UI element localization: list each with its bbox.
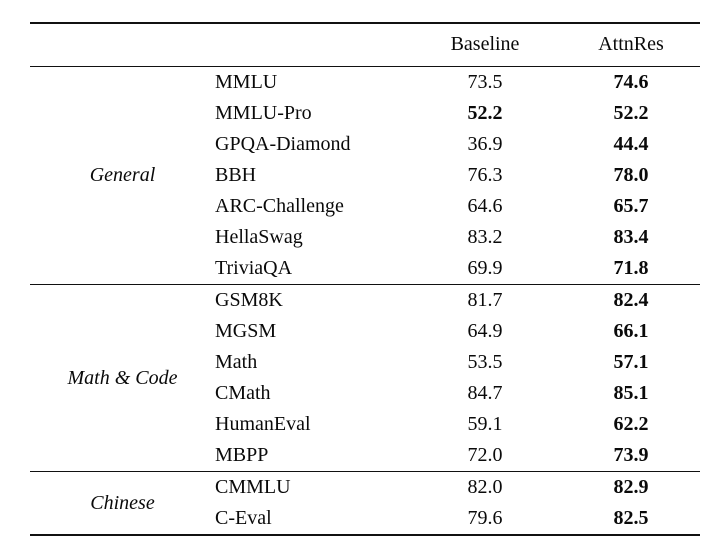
benchmark-name: C-Eval — [215, 507, 272, 529]
attnres-value: 62.2 — [613, 413, 649, 435]
benchmark-name: MMLU-Pro — [215, 102, 312, 124]
attnres-value: 74.6 — [613, 71, 649, 93]
header-category-spacer — [30, 23, 215, 67]
header-row: Baseline AttnRes — [30, 23, 700, 67]
table-row: MGSM 64.9 66.1 — [30, 316, 700, 347]
table-row: MMLU-Pro 52.2 52.2 — [30, 98, 700, 129]
baseline-value: 81.7 — [467, 289, 503, 311]
baseline-value: 64.6 — [467, 195, 503, 217]
results-table: Baseline AttnRes General MMLU 73.5 74.6 … — [30, 22, 700, 536]
benchmark-name: MBPP — [215, 444, 269, 466]
attnres-value: 71.8 — [613, 257, 649, 279]
attnres-value: 52.2 — [613, 102, 649, 124]
attnres-value: 82.5 — [613, 507, 649, 529]
benchmark-name: HumanEval — [215, 413, 311, 435]
table-row: MBPP 72.0 73.9 — [30, 440, 700, 472]
table-row: General MMLU 73.5 74.6 — [30, 67, 700, 186]
section-chinese: Chinese CMMLU 82.0 82.9 C-Eval 79.6 82.5 — [30, 471, 700, 536]
table-header: Baseline AttnRes — [30, 23, 700, 67]
baseline-value: 69.9 — [467, 257, 503, 279]
section-math-code: Math & Code GSM8K 81.7 82.4 MGSM 64.9 66… — [30, 284, 700, 472]
benchmark-name: TriviaQA — [215, 257, 293, 279]
attnres-value: 85.1 — [613, 382, 649, 404]
section-general: General MMLU 73.5 74.6 MMLU-Pro 52.2 52.… — [30, 67, 700, 285]
attnres-value: 83.4 — [613, 226, 649, 248]
baseline-value: 79.6 — [467, 507, 503, 529]
table-row: HumanEval 59.1 62.2 — [30, 409, 700, 440]
baseline-value: 72.0 — [467, 444, 503, 466]
attnres-value: 82.9 — [613, 476, 649, 498]
baseline-value: 53.5 — [467, 351, 503, 373]
attnres-value: 44.4 — [613, 133, 649, 155]
baseline-value: 36.9 — [467, 133, 503, 155]
benchmark-name: MGSM — [215, 320, 277, 342]
baseline-value: 82.0 — [467, 476, 503, 498]
category-label-general: General — [89, 164, 156, 186]
table-row: BBH 76.3 78.0 — [30, 160, 700, 191]
benchmark-name: BBH — [215, 164, 257, 186]
table-row: CMath 84.7 85.1 — [30, 378, 700, 409]
attnres-value: 65.7 — [613, 195, 649, 217]
baseline-value: 73.5 — [467, 71, 503, 93]
table-row: GPQA-Diamond 36.9 44.4 — [30, 129, 700, 160]
benchmark-name: CMMLU — [215, 476, 291, 498]
benchmark-name: GPQA-Diamond — [215, 133, 351, 155]
attnres-value: 73.9 — [613, 444, 649, 466]
benchmark-name: Math — [215, 351, 258, 373]
benchmark-name: CMath — [215, 382, 271, 404]
baseline-value: 84.7 — [467, 382, 503, 404]
category-label-chinese: Chinese — [90, 491, 155, 514]
benchmark-name: HellaSwag — [215, 226, 303, 248]
table-row: HellaSwag 83.2 83.4 — [30, 222, 700, 253]
header-benchmark-spacer — [215, 23, 420, 67]
baseline-value: 64.9 — [467, 320, 503, 342]
benchmark-name: GSM8K — [215, 289, 283, 311]
baseline-value: 83.2 — [467, 226, 503, 248]
table-row: Math & Code GSM8K 81.7 82.4 — [30, 285, 700, 389]
column-header-attnres: AttnRes — [598, 33, 664, 55]
column-header-baseline: Baseline — [450, 33, 520, 55]
baseline-value: 59.1 — [467, 413, 503, 435]
table-row: TriviaQA 69.9 71.8 — [30, 253, 700, 285]
table-row: C-Eval 79.6 82.5 — [30, 503, 700, 535]
table-row: Chinese CMMLU 82.0 82.9 — [30, 472, 700, 514]
attnres-value: 78.0 — [613, 164, 649, 186]
baseline-value: 52.2 — [467, 102, 503, 124]
attnres-value: 82.4 — [613, 289, 649, 311]
table-row: Math 53.5 57.1 — [30, 347, 700, 378]
attnres-value: 57.1 — [613, 351, 649, 373]
table-row: ARC-Challenge 64.6 65.7 — [30, 191, 700, 222]
benchmark-name: ARC-Challenge — [215, 195, 344, 217]
attnres-value: 66.1 — [613, 320, 649, 342]
category-label-math-code: Math & Code — [67, 366, 178, 389]
benchmark-name: MMLU — [215, 71, 278, 93]
baseline-value: 76.3 — [467, 164, 503, 186]
